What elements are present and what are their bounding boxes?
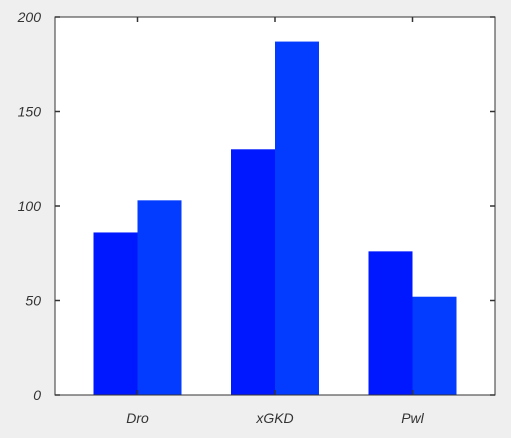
bars-group bbox=[93, 41, 457, 395]
y-tick-label: 0 bbox=[33, 387, 41, 403]
y-tick-label: 200 bbox=[17, 9, 42, 25]
bar-xGKD-series-2 bbox=[275, 41, 319, 395]
x-tick-labels: Dro xGKD Pwl bbox=[126, 410, 424, 426]
x-tick-label-xGKD: xGKD bbox=[255, 410, 293, 426]
bar-xGKD-series-1 bbox=[231, 149, 275, 395]
y-tick-label: 150 bbox=[18, 104, 42, 120]
bar-Dro-series-2 bbox=[137, 200, 182, 395]
x-tick-label-Pwl: Pwl bbox=[401, 410, 424, 426]
y-tick-labels: 0 50 100 150 200 bbox=[17, 9, 42, 403]
bar-Dro-series-1 bbox=[93, 232, 138, 395]
y-tick-label: 50 bbox=[25, 293, 41, 309]
plot-frame bbox=[54, 16, 496, 396]
x-tick-label-Dro: Dro bbox=[126, 410, 149, 426]
y-tick-label: 100 bbox=[18, 198, 42, 214]
bar-Pwl-series-2 bbox=[412, 296, 457, 395]
bar-Pwl-series-1 bbox=[368, 251, 413, 395]
